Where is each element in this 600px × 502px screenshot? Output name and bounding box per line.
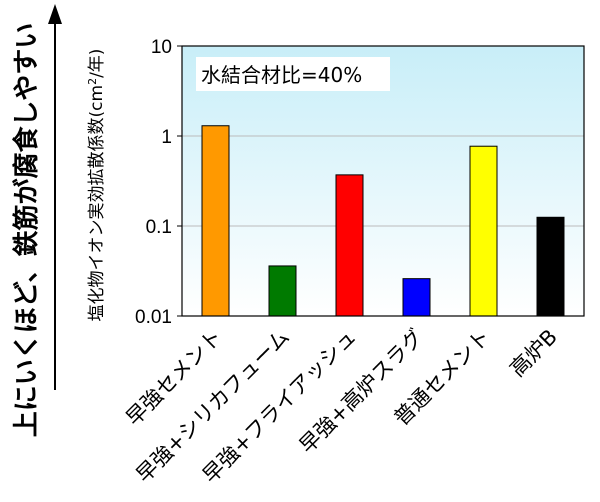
- annotation-box: [196, 57, 390, 91]
- plot-frame: [181, 45, 585, 317]
- x-category-label: 高炉B: [505, 325, 562, 382]
- x-category-label: 早強+高炉スラグ: [295, 325, 428, 458]
- y-tick-label: 1: [161, 127, 172, 148]
- y-ticks: 10 1 0.1 0.01: [135, 37, 182, 328]
- annotation-text: 水結合材比=40%: [201, 63, 362, 87]
- y-tick-label: 0.1: [146, 217, 172, 238]
- y-axis-label-sup: 2: [86, 78, 99, 85]
- bars: [201, 125, 565, 317]
- bar: [201, 125, 230, 317]
- side-label: 上にいくほど、鉄筋が腐食しやすい: [11, 23, 42, 437]
- bar: [268, 265, 297, 317]
- x-category-labels: 早強セメント早強+シリカフューム早強+フライアッシュ早強+高炉スラグ普通セメント…: [121, 325, 562, 488]
- y-axis-label: 塩化物イオン実効拡散係数(cm2/年): [86, 49, 108, 322]
- y-axis-label-main: 塩化物イオン実効拡散係数(cm: [87, 85, 107, 322]
- side-arrow-head: [48, 4, 62, 24]
- y-axis-label-tail: /年): [87, 49, 107, 78]
- bar: [536, 216, 565, 317]
- bar: [469, 145, 498, 317]
- gridlines: [182, 135, 584, 227]
- bar: [402, 278, 431, 317]
- y-tick-label: 10: [151, 37, 172, 58]
- y-tick-label: 0.01: [135, 307, 172, 328]
- bar: [335, 174, 364, 317]
